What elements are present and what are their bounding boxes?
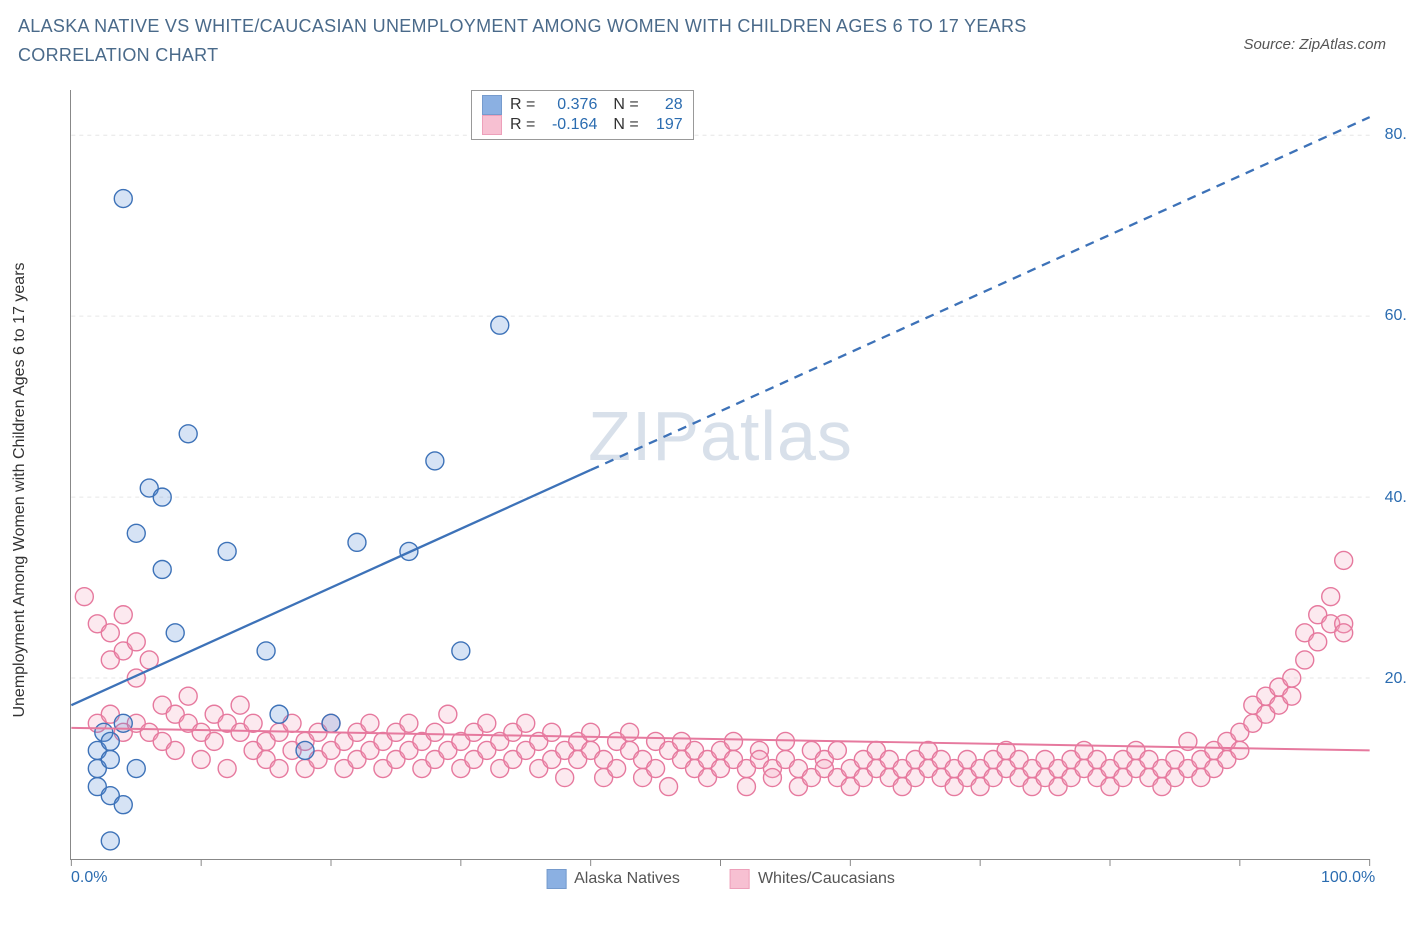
r-value: -0.164: [543, 116, 597, 134]
y-tick-label: 60.0%: [1385, 307, 1406, 325]
n-value: 28: [647, 96, 683, 114]
r-label: R =: [510, 116, 535, 134]
scatter-plot: ZIPatlas R =0.376N =28R =-0.164N =197 Al…: [70, 90, 1370, 860]
legend-swatch-icon: [482, 115, 502, 135]
legend-swatch-icon: [546, 869, 566, 889]
r-label: R =: [510, 96, 535, 114]
legend-label: Whites/Caucasians: [758, 870, 895, 888]
chart-container: Unemployment Among Women with Children A…: [30, 90, 1390, 890]
chart-title: ALASKA NATIVE VS WHITE/CAUCASIAN UNEMPLO…: [18, 12, 1118, 70]
legend-swatch-icon: [482, 95, 502, 115]
header: ALASKA NATIVE VS WHITE/CAUCASIAN UNEMPLO…: [18, 12, 1386, 70]
legend-item: Alaska Natives: [546, 869, 680, 889]
legend-label: Alaska Natives: [574, 870, 680, 888]
y-tick-label: 80.0%: [1385, 126, 1406, 144]
y-tick-label: 20.0%: [1385, 670, 1406, 688]
n-label: N =: [613, 96, 638, 114]
correlation-stats-box: R = 0.376 N = 28 R = -0.164 N = 197: [471, 90, 694, 140]
source-attribution: Source: ZipAtlas.com: [1243, 36, 1386, 53]
legend-swatch-icon: [730, 869, 750, 889]
y-tick-label: 40.0%: [1385, 489, 1406, 507]
n-value: 197: [647, 116, 683, 134]
stats-row: R = -0.164 N = 197: [482, 115, 683, 135]
x-tick-label: 100.0%: [1321, 869, 1375, 887]
plot-svg: [71, 90, 1370, 859]
n-label: N =: [613, 116, 638, 134]
stats-row: R = 0.376 N = 28: [482, 95, 683, 115]
legend-item: Whites/Caucasians: [730, 869, 895, 889]
x-tick-label: 0.0%: [71, 869, 107, 887]
r-value: 0.376: [543, 96, 597, 114]
series-legend: Alaska Natives Whites/Caucasians: [546, 869, 895, 889]
y-axis-label: Unemployment Among Women with Children A…: [11, 262, 29, 717]
